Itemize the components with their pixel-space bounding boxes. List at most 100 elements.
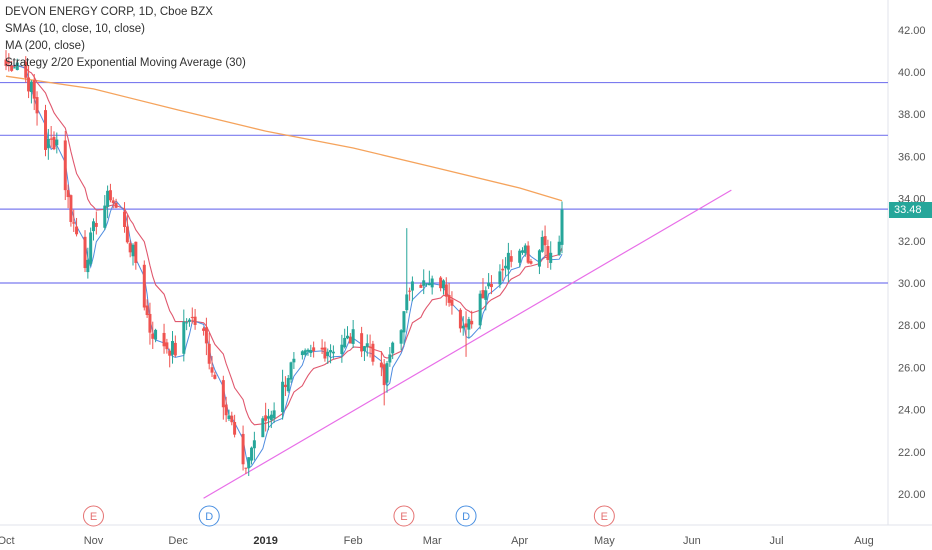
y-tick-label: 30.00: [898, 278, 926, 290]
candle-body: [444, 284, 448, 297]
candle-body: [362, 346, 366, 352]
candle-body: [125, 226, 129, 243]
candle-body: [329, 350, 333, 353]
candle-body: [523, 245, 527, 254]
candle-body: [250, 447, 254, 461]
x-tick-label: 2019: [253, 535, 277, 547]
event-marker-label: E: [400, 511, 407, 523]
event-marker-label: D: [462, 511, 470, 523]
candle-body: [27, 77, 31, 92]
candle-body: [487, 282, 491, 287]
candle-body: [419, 284, 423, 288]
candle-body: [422, 280, 426, 286]
candle-body: [441, 280, 445, 289]
candle-body: [230, 415, 234, 423]
candle-body: [537, 250, 541, 267]
candle-body: [7, 62, 11, 64]
candle-body: [286, 378, 290, 392]
candle-body: [340, 344, 344, 355]
y-tick-label: 38.00: [898, 109, 926, 121]
candle-body: [518, 250, 522, 263]
candle-body: [399, 330, 403, 344]
candle-body: [114, 203, 118, 208]
candle-body: [75, 226, 79, 235]
y-tick-label: 20.00: [898, 489, 926, 501]
y-tick-label: 40.00: [898, 67, 926, 79]
candle-body: [430, 278, 434, 288]
x-tick-label: Jun: [683, 535, 701, 547]
candle-body: [450, 299, 454, 306]
candle-body: [171, 341, 175, 355]
ma200-line: [5, 75, 563, 202]
candle-body: [162, 332, 166, 347]
candle-body: [202, 328, 206, 331]
candle-body: [134, 241, 138, 263]
candle-body: [165, 342, 169, 350]
candle-body: [66, 190, 70, 198]
x-tick-label: Dec: [168, 535, 188, 547]
candle-body: [190, 316, 194, 318]
candle-body: [461, 325, 465, 329]
legend-sma: SMAs (10, close, 10, close): [5, 23, 145, 35]
event-marker: [393, 505, 415, 527]
candle-body: [106, 190, 110, 207]
y-tick-label: 32.00: [898, 236, 926, 248]
candle-body: [148, 313, 152, 333]
candle-body: [213, 374, 217, 379]
candle-body: [244, 467, 248, 469]
candle-body: [12, 67, 16, 69]
candle-body: [331, 351, 335, 354]
x-tick-label: Nov: [84, 535, 104, 547]
candle-body: [470, 320, 474, 325]
y-tick-label: 26.00: [898, 362, 926, 374]
candle-body: [123, 211, 127, 227]
candle-body: [368, 346, 372, 348]
candle-body: [182, 321, 186, 354]
candle-body: [89, 232, 93, 264]
candle-body: [142, 264, 146, 308]
candle-body: [131, 244, 135, 257]
x-tick-label: Oct: [0, 535, 15, 547]
candle-body: [44, 110, 48, 150]
candle-body: [348, 336, 352, 344]
last-price-badge: 33.48: [889, 202, 932, 218]
candle-body: [543, 236, 547, 246]
candle-body: [207, 343, 211, 364]
candle-body: [447, 295, 451, 303]
candle-body: [91, 221, 95, 232]
candle-body: [193, 316, 197, 325]
candle-body: [269, 414, 273, 421]
candle-body: [526, 245, 530, 263]
candle-body: [323, 347, 327, 359]
candle-body: [498, 271, 502, 285]
candle-body: [108, 190, 112, 201]
candle-body: [168, 350, 172, 356]
candle-body: [427, 283, 431, 286]
candle-body: [63, 140, 67, 191]
legend-ma200: MA (200, close): [5, 40, 85, 52]
candle-body: [402, 311, 406, 333]
candle-body: [281, 381, 285, 413]
candle-body: [549, 252, 553, 263]
legend-title: DEVON ENERGY CORP, 1D, Cboe BZX: [5, 6, 213, 18]
candle-body: [49, 138, 53, 140]
event-marker-label: E: [90, 511, 97, 523]
candle-body: [283, 384, 287, 388]
event-marker-label: E: [601, 511, 608, 523]
candle-body: [391, 342, 395, 354]
candle-body: [86, 259, 90, 273]
y-tick-label: 28.00: [898, 320, 926, 332]
candle-body: [439, 277, 443, 289]
candle-body: [326, 351, 330, 357]
candle-body: [560, 209, 564, 245]
candle-body: [187, 319, 191, 322]
x-tick-label: Jul: [769, 535, 783, 547]
candle-body: [224, 404, 228, 416]
x-tick-label: Aug: [854, 535, 874, 547]
candle-body: [154, 329, 158, 340]
candle-body: [247, 457, 251, 469]
candle-body: [111, 200, 115, 204]
candle-body: [83, 236, 87, 269]
candle-body: [385, 363, 389, 383]
candle-body: [252, 440, 256, 449]
